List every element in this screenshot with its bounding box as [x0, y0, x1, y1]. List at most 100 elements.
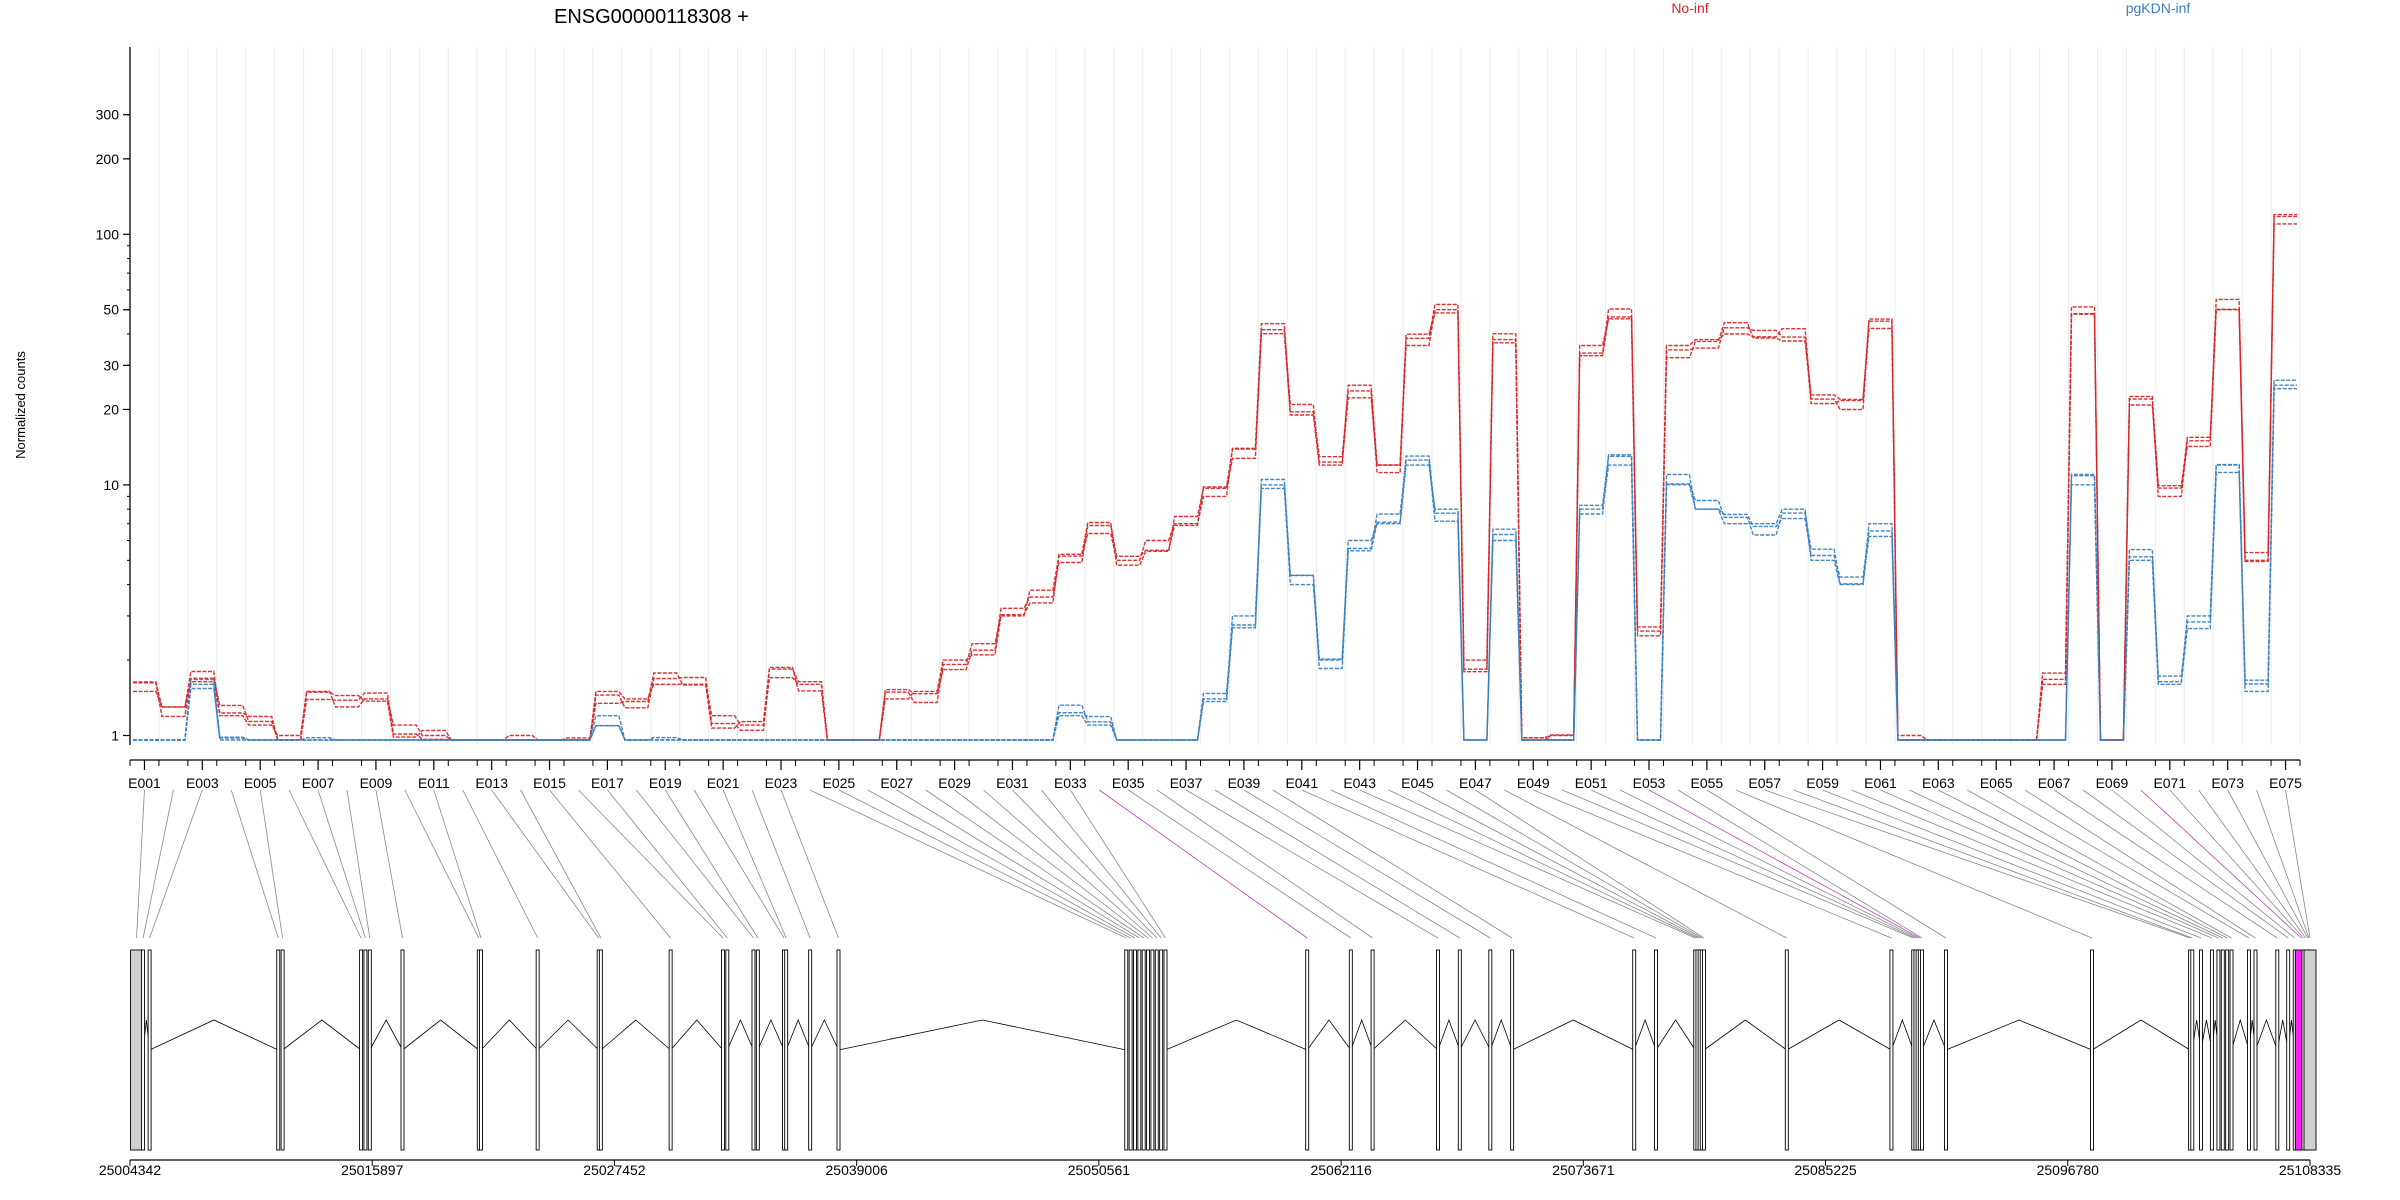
exon-connector [838, 789, 1131, 939]
exon-tick-label: E033 [1054, 775, 1087, 791]
intron-line [785, 1018, 811, 1051]
exon-tick-label: E043 [1343, 775, 1376, 791]
y-tick-label: 100 [96, 226, 120, 242]
y-tick-label: 200 [96, 151, 120, 167]
exon-connector [751, 789, 811, 939]
exon-tick-label: E005 [244, 775, 277, 791]
intron-line [838, 1019, 1127, 1051]
exon-tick-label: E063 [1922, 775, 1955, 791]
exon-connector [462, 789, 539, 939]
exon-tick-label: E029 [938, 775, 971, 791]
exon-box [1702, 949, 1706, 1151]
exon-connector [1272, 789, 1513, 939]
intron-line [149, 1019, 279, 1051]
exon-box [535, 949, 540, 1151]
exon-connector [1590, 789, 1916, 939]
exon-connector [722, 789, 787, 939]
exon-connector [1909, 789, 2223, 939]
exon-box [2275, 949, 2280, 1151]
exon-tick-label: E023 [765, 775, 798, 791]
exon-axis: E001 E003 E005 E007 E009 E011 E013 E015 E017 E019… [128, 759, 2302, 791]
exon-box [1654, 949, 1658, 1151]
exon-connector [317, 789, 366, 939]
exon-connector [1677, 789, 1923, 939]
exon-box [363, 949, 368, 1151]
exon-connector [1533, 789, 1892, 939]
exon-box [1889, 949, 1894, 1151]
exon-box [755, 949, 760, 1151]
exon-tick-label: E059 [1806, 775, 1839, 791]
exon-connector [288, 789, 362, 939]
exon-box [280, 949, 285, 1151]
y-tick-label: 20 [103, 401, 119, 417]
exon-tick-label: E011 [418, 775, 450, 791]
exon-connector [1938, 789, 2228, 939]
exon-box [2220, 949, 2225, 1151]
exon-connector [2053, 789, 2278, 939]
exon-tick-label: E013 [475, 775, 508, 791]
exon-connector [809, 789, 1127, 939]
exon-tick-label: E057 [1748, 775, 1781, 791]
exon-box [2253, 949, 2258, 1151]
exon-tick-label: E035 [1112, 775, 1145, 791]
intron-line [282, 1019, 362, 1051]
y-tick-label: 30 [103, 357, 119, 373]
exon-box [1488, 949, 1493, 1151]
exon-box [725, 949, 730, 1151]
exon-box [1163, 949, 1168, 1151]
exon-connector [1967, 789, 2232, 939]
exon-connector [1185, 789, 1439, 939]
y-tick-label: 300 [96, 107, 120, 123]
exon-connector [375, 789, 403, 939]
intron-line [480, 1019, 538, 1051]
intron-line [2231, 1018, 2250, 1051]
exon-tick-label: E017 [591, 775, 624, 791]
vertical-gridlines [129, 47, 2301, 745]
exon-connector [1619, 789, 1918, 939]
exon-connector [1504, 789, 1787, 939]
intron-line [369, 1019, 403, 1051]
exon-connector [2111, 789, 2295, 939]
exon-tick-label: E001 [128, 775, 161, 791]
exon-connector [1069, 789, 1166, 939]
exon-tick-label: E051 [1575, 775, 1608, 791]
exon-connector [983, 789, 1153, 939]
exon-connector [1562, 789, 1914, 939]
exon-connector [1475, 789, 1705, 939]
exon-connector [346, 789, 371, 939]
exon-tick-label: E073 [2211, 775, 2244, 791]
intron-line [1655, 1019, 1696, 1051]
exon-box [1124, 949, 1129, 1151]
exon-box [2209, 949, 2214, 1151]
exon-box [367, 949, 372, 1151]
y-axis: 300 200 100 50 30 20 10 1 [96, 47, 131, 745]
exon-tick-label: E053 [1633, 775, 1666, 791]
exon-tick-label: E027 [880, 775, 913, 791]
exon-connector [1214, 789, 1461, 939]
exon-box [359, 949, 364, 1151]
exon-tick-label: E065 [1980, 775, 2013, 791]
exon-tick-label: E049 [1517, 775, 1550, 791]
exon-connector [149, 789, 203, 939]
exon-connector [1706, 789, 1947, 939]
exon-box [598, 949, 603, 1151]
exon-connector [1330, 789, 1657, 939]
exon-box [1457, 949, 1462, 1151]
genomic-tick-label: 25062116 [1310, 1162, 1371, 1178]
exon-box [276, 949, 281, 1151]
series-line-pgkdn-inf-rep3 [133, 379, 2297, 741]
exon-box [1146, 949, 1151, 1151]
series-line-no-inf-rep1 [133, 223, 2297, 741]
exon-box [2247, 949, 2251, 1151]
intron-line [1372, 1019, 1439, 1051]
intron-line [402, 1019, 480, 1051]
exon-box [1133, 949, 1137, 1151]
genomic-tick-label: 25015897 [341, 1162, 404, 1178]
intron-line [1489, 1018, 1513, 1051]
exon-connector [230, 789, 279, 939]
intron-line [1786, 1019, 1892, 1051]
exon-connector [607, 789, 728, 939]
exon-connector [142, 789, 174, 939]
exon-connector [136, 789, 145, 939]
genomic-coordinate-axis: 25004342 25015897 25027452 25039006 25050561… [99, 1159, 2341, 1178]
